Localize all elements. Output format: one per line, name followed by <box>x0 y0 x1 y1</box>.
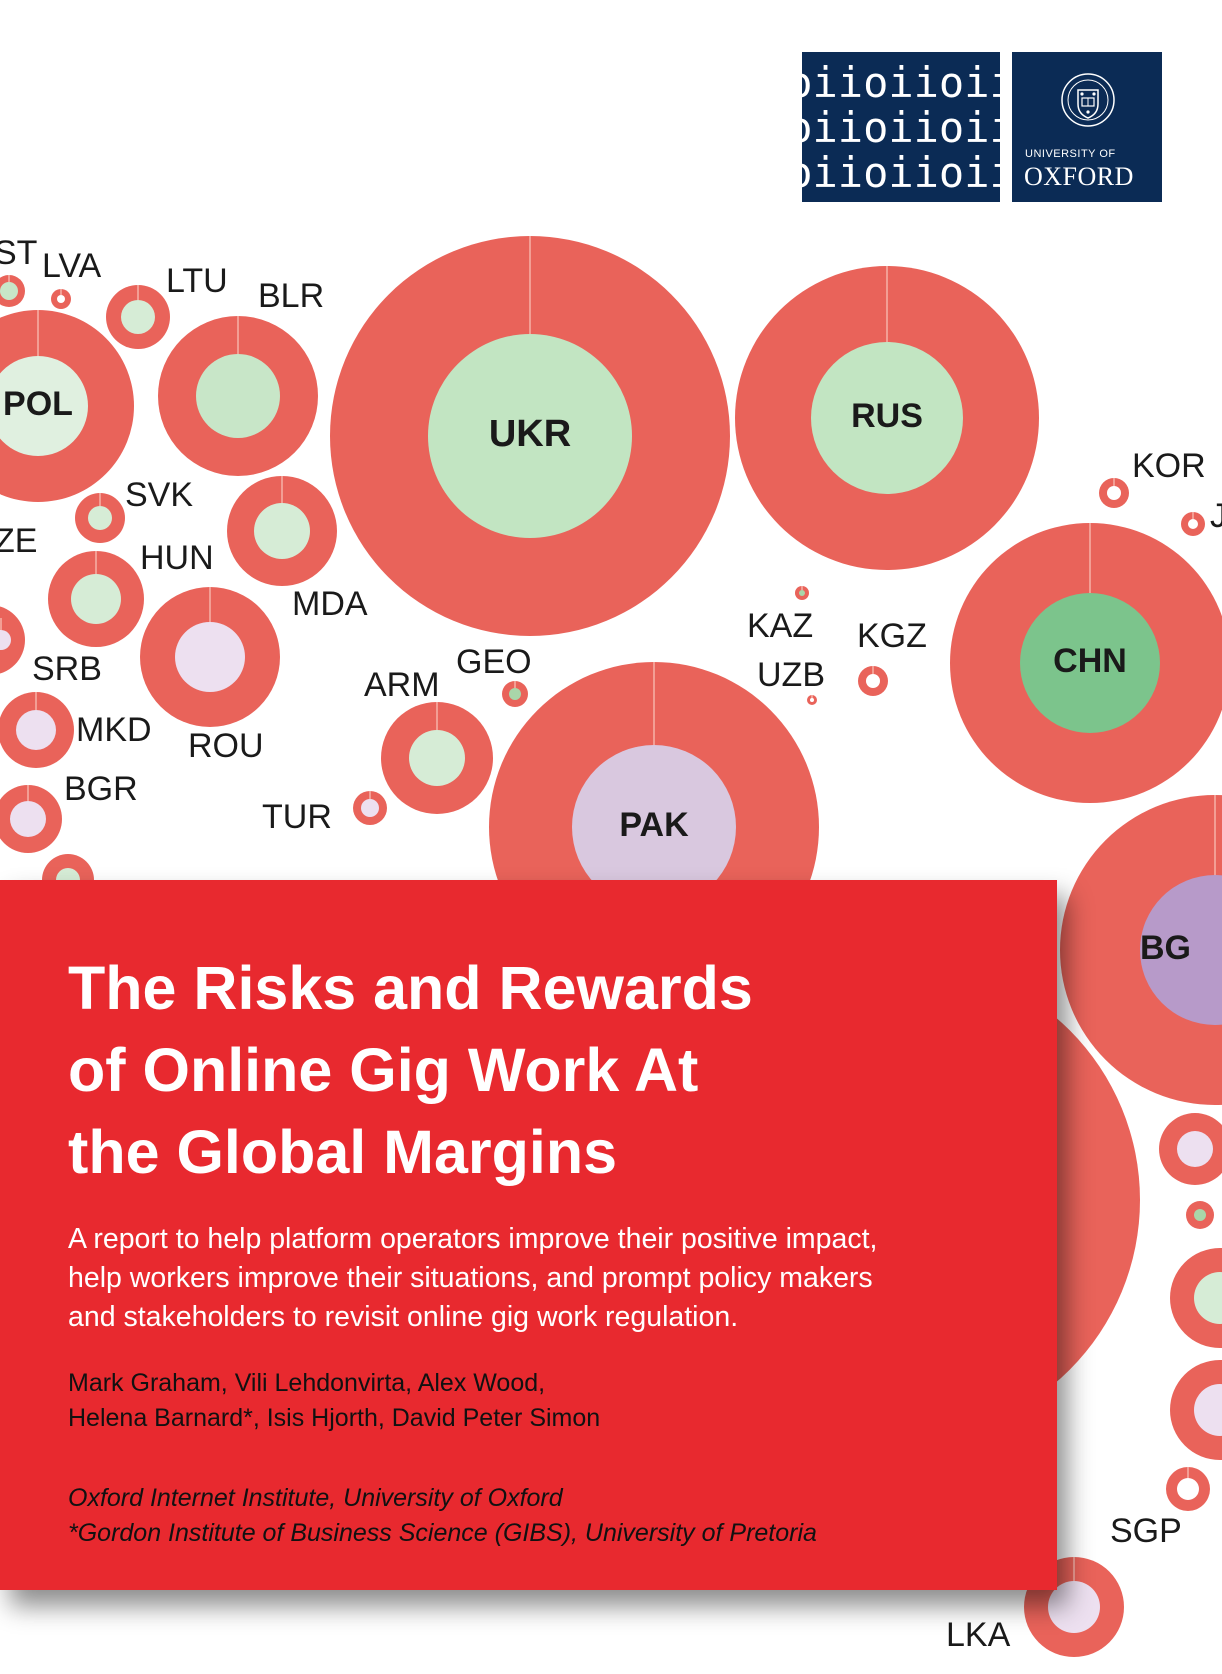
report-affiliation-line: *Gordon Institute of Business Science (G… <box>68 1519 817 1547</box>
country-bubble-core <box>1188 519 1198 529</box>
country-label: LKA <box>946 1616 1011 1654</box>
country-label: KGZ <box>857 617 927 655</box>
country-bubble-core <box>196 354 280 438</box>
country-label: BG <box>1140 929 1191 967</box>
country-label: KOR <box>1132 447 1206 485</box>
country-bubble-core <box>0 282 18 300</box>
report-authors-line: Mark Graham, Vili Lehdonvirta, Alex Wood… <box>68 1369 546 1397</box>
country-bubble-core <box>121 300 155 334</box>
country-label: ROU <box>188 727 264 765</box>
oxford-crest-icon <box>1061 73 1115 127</box>
country-bubble-core <box>57 295 65 303</box>
report-affiliation-line: Oxford Internet Institute, University of… <box>68 1484 563 1512</box>
country-bubble-core <box>254 503 310 559</box>
oxford-logo: UNIVERSITY OF OXFORD <box>1012 52 1162 202</box>
report-authors-line: Helena Barnard*, Isis Hjorth, David Pete… <box>68 1404 601 1432</box>
oii-logo: oiioiioii oiioiioii oiioiioii <box>787 52 1015 202</box>
university-of-label: UNIVERSITY OF <box>1025 148 1116 160</box>
country-label: MKD <box>76 711 152 749</box>
country-label: SRB <box>32 650 102 688</box>
report-title: The Risks and Rewards of Online Gig Work… <box>68 947 968 1193</box>
country-bubble-core <box>10 801 46 837</box>
country-label: HUN <box>140 539 214 577</box>
country-bubble-core <box>88 506 112 530</box>
country-label: TUR <box>262 798 332 836</box>
report-subtitle-line: A report to help platform operators impr… <box>68 1223 878 1255</box>
country-bubble-core <box>0 630 11 650</box>
filler-bubble-core <box>1194 1209 1206 1221</box>
filler-bubble-core <box>1177 1131 1213 1167</box>
country-bubble-core <box>0 356 88 456</box>
country-bubble-core <box>428 334 632 538</box>
report-authors: Mark Graham, Vili Lehdonvirta, Alex Wood… <box>68 1366 600 1436</box>
country-label: J <box>1210 497 1222 535</box>
country-bubble-core <box>1107 486 1121 500</box>
country-label: BLR <box>258 277 324 315</box>
country-bubble-core <box>1177 1478 1199 1500</box>
country-label: ZE <box>0 522 37 560</box>
country-label: BGR <box>64 770 138 808</box>
oxford-wordmark: OXFORD <box>1024 162 1134 191</box>
oii-logo-row: oiioiioii <box>787 147 1015 197</box>
filler-bubble-core <box>1194 1384 1222 1436</box>
report-subtitle: A report to help platform operators impr… <box>68 1220 1048 1337</box>
country-label: LVA <box>42 247 102 285</box>
country-bubble-ring <box>0 618 23 662</box>
report-subtitle-line: help workers improve their situations, a… <box>68 1262 873 1294</box>
country-label: CHN <box>1053 642 1127 680</box>
country-label: POL <box>3 385 73 423</box>
country-label: SVK <box>125 476 193 514</box>
country-label: SGP <box>1110 1512 1182 1550</box>
country-bubble-core <box>866 674 880 688</box>
country-label: UKR <box>489 413 571 455</box>
country-label: UZB <box>757 656 825 694</box>
country-label: MDA <box>292 585 368 623</box>
report-affiliations: Oxford Internet Institute, University of… <box>68 1481 817 1551</box>
country-bubble-core <box>811 342 963 494</box>
country-label: LTU <box>166 262 228 300</box>
oii-logo-row: oiioiioii <box>787 57 1015 107</box>
report-title-line: of Online Gig Work At <box>68 1036 699 1104</box>
country-bubble-core <box>1020 593 1160 733</box>
country-bubble-core <box>1140 875 1222 1025</box>
report-cover-panel: The Risks and Rewards of Online Gig Work… <box>0 880 1057 1590</box>
oii-logo-row: oiioiioii <box>787 102 1015 152</box>
country-label: RUS <box>851 397 923 435</box>
country-bubble-core <box>509 688 521 700</box>
country-bubble-core <box>71 574 121 624</box>
country-bubble-core <box>799 590 805 596</box>
country-label: PAK <box>619 806 689 844</box>
report-subtitle-line: and stakeholders to revisit online gig w… <box>68 1301 739 1333</box>
country-bubble-core <box>409 730 465 786</box>
country-label: ARM <box>364 666 440 704</box>
report-title-line: the Global Margins <box>68 1118 618 1186</box>
country-bubble-core <box>361 799 379 817</box>
country-bubble-core <box>810 698 814 702</box>
country-bubble-core <box>1048 1581 1100 1633</box>
country-bubble-core <box>572 745 736 909</box>
filler-bubble-core <box>1194 1272 1222 1324</box>
country-label: GEO <box>456 643 532 681</box>
country-bubble-core <box>175 622 245 692</box>
report-title-line: The Risks and Rewards <box>68 954 753 1022</box>
country-label: KAZ <box>747 607 813 645</box>
country-bubble-core <box>16 710 56 750</box>
country-label: ST <box>0 234 37 272</box>
